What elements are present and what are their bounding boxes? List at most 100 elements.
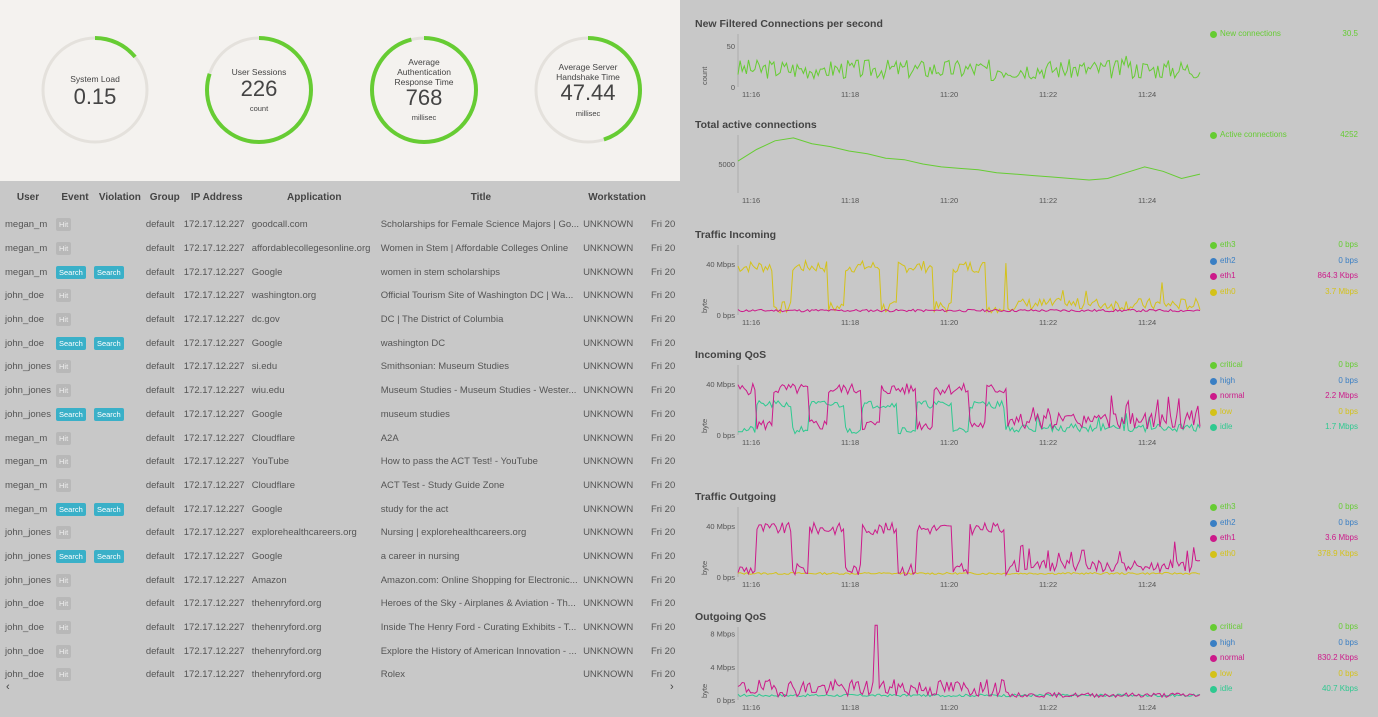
cell-title: Explore the History of American Innovati… [380,645,577,657]
event-badge[interactable]: Search [55,407,86,421]
column-header-workstation[interactable]: Workstation [588,191,646,203]
event-badge[interactable]: Hit [55,668,72,682]
cell-event: Hit [55,521,94,545]
cell-user: megan_m [5,456,48,468]
cell-user: megan_m [5,219,48,231]
legend-name: eth0 [1220,286,1236,296]
table-row[interactable]: john_doe Search Search default 172.17.12.227… [0,331,680,355]
column-header-title[interactable]: Title [470,191,492,203]
horizontal-scrollbar[interactable]: ‹ › [0,681,680,695]
table-row[interactable]: megan_m Search Search default 172.17.12.227 G… [0,497,680,521]
legend-item[interactable]: eth0 3.7 Mbps [1210,286,1360,302]
event-badge[interactable]: Hit [55,644,72,658]
event-badge[interactable]: Hit [55,478,72,492]
legend-item[interactable]: eth2 0 bps [1210,255,1360,271]
event-badge[interactable]: Hit [55,360,72,374]
violation-badge[interactable]: Search [93,265,124,279]
legend-item[interactable]: eth1 3.6 Mbps [1210,532,1360,548]
legend-item[interactable]: low 0 bps [1210,406,1360,422]
gauge-auth-response: Average Authentication Response Time 768… [368,34,480,146]
legend-item[interactable]: idle 40.7 Kbps [1210,683,1360,699]
event-badge[interactable]: Hit [55,431,72,445]
table-row[interactable]: john_doe Hit default 172.17.12.227 thehenryf… [0,592,680,616]
gauge-server-handshake: Average Server Handshake Time 47.44 mill… [532,34,644,146]
legend-name: high [1220,637,1236,647]
column-header-user[interactable]: User [16,191,40,203]
column-header-violation[interactable]: Violation [98,191,141,203]
table-row[interactable]: john_jones Search Search default 172.17.12.2… [0,545,680,569]
table-row[interactable]: john_doe Hit default 172.17.12.227 dc.gov DC … [0,308,680,332]
column-header-ip[interactable]: IP Address [190,191,243,203]
table-row[interactable]: megan_m Hit default 172.17.12.227 YouTube How… [0,450,680,474]
event-badge[interactable]: Search [55,549,86,563]
event-badge[interactable]: Hit [55,526,72,540]
event-badge[interactable]: Hit [55,218,72,232]
legend-item[interactable]: eth0 378.9 Kbps [1210,548,1360,564]
table-row[interactable]: john_jones Hit default 172.17.12.227 wiu.edu… [0,379,680,403]
column-header-group[interactable]: Group [149,191,180,203]
event-badge[interactable]: Hit [55,621,72,635]
table-row[interactable]: john_jones Hit default 172.17.12.227 si.edu S… [0,355,680,379]
cell-event: Hit [55,663,94,687]
legend-dot-icon [1210,686,1217,693]
table-row[interactable]: john_jones Hit default 172.17.12.227 Amazon A… [0,568,680,592]
event-badge[interactable]: Hit [55,455,72,469]
column-header-application[interactable]: Application [287,191,342,203]
table-row[interactable]: john_jones Hit default 172.17.12.227 explore… [0,521,680,545]
cell-date: Fri 20 [650,266,676,278]
table-row[interactable]: megan_m Hit default 172.17.12.227 Cloudflare… [0,474,680,498]
table-row[interactable]: john_doe Hit default 172.17.12.227 thehenryf… [0,616,680,640]
legend-item[interactable]: eth3 0 bps [1210,239,1360,255]
legend-item[interactable]: eth2 0 bps [1210,517,1360,533]
event-badge[interactable]: Hit [55,384,72,398]
event-badge[interactable]: Hit [55,313,72,327]
legend-value: 0 bps [1338,375,1358,385]
legend-item[interactable]: normal 830.2 Kbps [1210,652,1360,668]
table-row[interactable]: john_doe Hit default 172.17.12.227 thehenryf… [0,639,680,663]
event-badge[interactable]: Search [55,265,86,279]
legend-item[interactable]: eth1 864.3 Kbps [1210,270,1360,286]
legend-item[interactable]: high 0 bps [1210,375,1360,391]
legend-item[interactable]: normal 2.2 Mbps [1210,390,1360,406]
violation-badge[interactable]: Search [93,407,124,421]
cell-title: A2A [380,432,399,444]
legend-item[interactable]: New connections 30.5 [1210,28,1360,44]
column-header-date[interactable] [651,181,680,213]
legend-item[interactable]: critical 0 bps [1210,359,1360,375]
cell-ip: 172.17.12.227 [183,574,245,586]
legend-dot-icon [1210,519,1217,527]
table-row[interactable]: megan_m Hit default 172.17.12.227 affordable… [0,237,680,261]
scroll-right-arrow-icon[interactable]: › [670,681,674,693]
legend-item[interactable]: high 0 bps [1210,637,1360,653]
cell-violation [94,474,146,498]
table-row[interactable]: john_jones Search Search default 172.17.12.2… [0,403,680,427]
legend-item[interactable]: low 0 bps [1210,668,1360,684]
cell-violation [94,592,146,616]
event-badge[interactable]: Hit [55,289,72,303]
table-row[interactable]: megan_m Hit default 172.17.12.227 goodcall.c… [0,213,680,237]
violation-badge[interactable]: Search [93,336,124,350]
event-badge[interactable]: Search [55,336,86,350]
cell-violation: Search [93,497,146,521]
legend-item[interactable]: eth3 0 bps [1210,501,1360,517]
scroll-left-arrow-icon[interactable]: ‹ [6,681,10,693]
event-badge[interactable]: Hit [55,573,72,587]
cell-workstation: UNKNOWN [583,645,634,657]
table-row[interactable]: john_doe Hit default 172.17.12.227 washingto… [0,284,680,308]
legend-item[interactable]: Active connections 4252 [1210,129,1360,145]
legend-item[interactable]: idle 1.7 Mbps [1210,421,1360,437]
y-tick-label: 40 Mbps [706,522,735,531]
column-header-event[interactable]: Event [61,191,89,203]
event-badge[interactable]: Hit [55,597,72,611]
legend-item[interactable]: critical 0 bps [1210,621,1360,637]
table-row[interactable]: john_doe Hit default 172.17.12.227 thehenryf… [0,663,680,687]
violation-badge[interactable]: Search [93,549,124,563]
event-badge[interactable]: Search [55,502,86,516]
table-row[interactable]: megan_m Search Search default 172.17.12.227 G… [0,260,680,284]
chart-in_qos: Incoming QoS 40 Mbps 0 bps byte 11:16 11:18 11… [680,349,1378,447]
table-row[interactable]: megan_m Hit default 172.17.12.227 Cloudflare… [0,426,680,450]
cell-event: Search [55,545,94,569]
violation-badge[interactable]: Search [93,502,124,516]
event-badge[interactable]: Hit [55,242,72,256]
gauge-label: User Sessions [231,67,287,77]
